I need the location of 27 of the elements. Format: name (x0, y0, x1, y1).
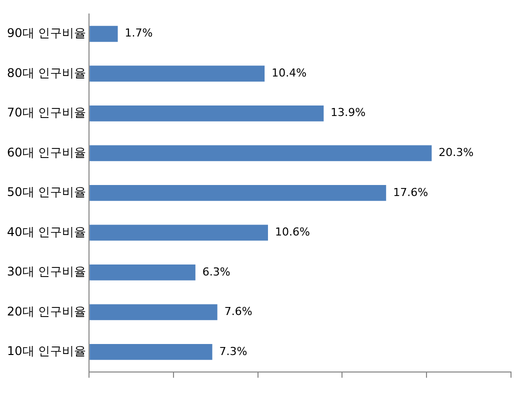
data-label: 10.6% (274, 226, 310, 239)
y-tick-label: 50대 인구비율 (6, 185, 86, 200)
bar (90, 224, 268, 241)
y-tick-label: 40대 인구비율 (6, 224, 86, 239)
data-label: 6.3% (202, 265, 230, 278)
data-label: 1.7% (124, 26, 153, 40)
data-label: 17.6% (393, 186, 428, 199)
bar (90, 304, 218, 320)
bar (90, 344, 212, 360)
data-label: 20.3% (438, 146, 474, 160)
bar (90, 145, 432, 162)
bar (90, 26, 118, 42)
bar (90, 66, 265, 82)
y-tick-label: 10대 인구비율 (6, 344, 86, 358)
y-tick-label: 30대 인구비율 (6, 264, 86, 279)
data-label: 7.6% (224, 305, 252, 318)
y-tick-label: 60대 인구비율 (6, 145, 86, 160)
bar (90, 105, 324, 122)
bar (90, 264, 196, 280)
y-tick-label: 70대 인구비율 (6, 106, 86, 120)
y-tick-label: 80대 인구비율 (6, 66, 86, 80)
data-label: 13.9% (330, 106, 366, 120)
bar (90, 184, 386, 201)
y-tick-label: 90대 인구비율 (6, 26, 86, 40)
data-label: 7.3% (219, 344, 248, 358)
data-label: 10.4% (272, 66, 307, 80)
y-tick-label: 20대 인구비율 (6, 304, 86, 318)
